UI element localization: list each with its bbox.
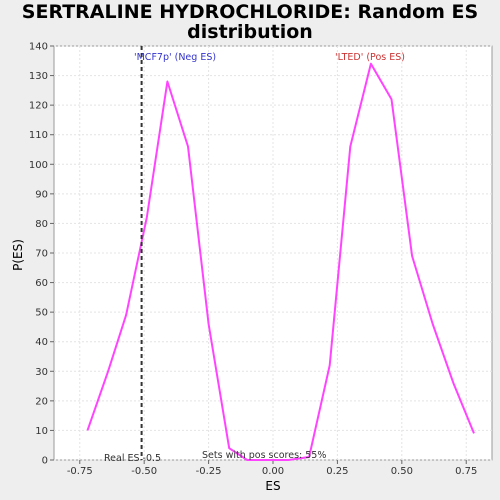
y-tick-label: 50 <box>35 308 48 319</box>
chart-title: SERTRALINE HYDROCHLORIDE: Random ES dist… <box>0 2 500 42</box>
y-tick-label: 140 <box>29 42 48 53</box>
x-tick-label: -0.50 <box>131 466 157 477</box>
y-tick-label: 40 <box>35 337 48 348</box>
y-tick-label: 10 <box>35 426 48 437</box>
y-axis: 0 10 20 30 40 50 60 70 80 90 100 110 120 130 140 <box>29 42 54 467</box>
x-axis-label: ES <box>265 479 280 493</box>
y-tick-label: 130 <box>29 71 48 82</box>
y-tick-label: 30 <box>35 367 48 378</box>
x-tick-label: 0.75 <box>455 466 477 477</box>
x-tick-label: -0.75 <box>67 466 93 477</box>
neg-es-label: 'MCF7p' (Neg ES) <box>134 52 216 63</box>
y-tick-label: 20 <box>35 396 48 407</box>
y-tick-label: 70 <box>35 249 48 260</box>
y-axis-label: P(ES) <box>11 239 25 271</box>
y-tick-label: 120 <box>29 101 48 112</box>
x-tick-label: -0.25 <box>196 466 222 477</box>
chart-title-line2: distribution <box>187 21 313 43</box>
chart-title-line1: SERTRALINE HYDROCHLORIDE: Random ES <box>21 1 479 23</box>
pos-scores-label: Sets with pos scores: 55% <box>202 450 326 461</box>
x-tick-label: 0.25 <box>326 466 348 477</box>
x-tick-label: 0.00 <box>262 466 284 477</box>
real-es-label: Real ES -0.5 <box>104 453 161 464</box>
y-tick-label: 0 <box>42 456 48 467</box>
y-tick-label: 60 <box>35 278 48 289</box>
series-layer <box>86 62 475 461</box>
y-tick-label: 100 <box>29 160 48 171</box>
y-tick-label: 110 <box>29 130 48 141</box>
x-axis: -0.75 -0.50 -0.25 0.00 0.25 0.50 0.75 <box>67 460 477 477</box>
y-tick-label: 80 <box>35 219 48 230</box>
pos-es-label: 'LTED' (Pos ES) <box>335 52 405 63</box>
series-line <box>86 62 475 461</box>
y-tick-label: 90 <box>35 189 48 200</box>
x-tick-label: 0.50 <box>391 466 413 477</box>
